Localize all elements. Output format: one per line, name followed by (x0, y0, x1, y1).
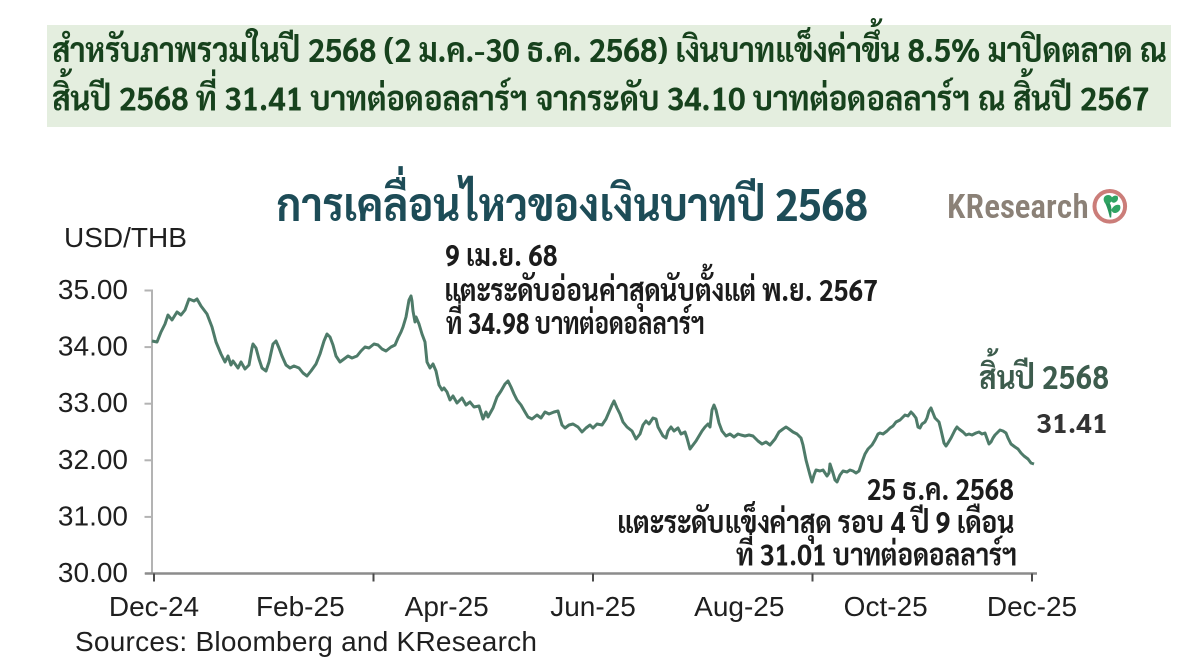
svg-text:USD/THB: USD/THB (64, 222, 187, 253)
svg-text:Dec-24: Dec-24 (109, 591, 199, 622)
svg-text:30.00: 30.00 (58, 557, 128, 588)
svg-text:32.00: 32.00 (58, 444, 128, 475)
svg-text:34.00: 34.00 (58, 331, 128, 362)
svg-text:35.00: 35.00 (58, 274, 128, 305)
svg-text:Jun-25: Jun-25 (550, 591, 636, 622)
svg-text:31.00: 31.00 (58, 500, 128, 531)
svg-text:Feb-25: Feb-25 (256, 591, 345, 622)
svg-text:Apr-25: Apr-25 (405, 591, 489, 622)
svg-text:33.00: 33.00 (58, 387, 128, 418)
svg-text:Oct-25: Oct-25 (844, 591, 928, 622)
svg-text:Sources: Bloomberg and KResear: Sources: Bloomberg and KResearch (75, 626, 537, 657)
svg-text:Dec-25: Dec-25 (987, 591, 1077, 622)
svg-text:Aug-25: Aug-25 (694, 591, 784, 622)
